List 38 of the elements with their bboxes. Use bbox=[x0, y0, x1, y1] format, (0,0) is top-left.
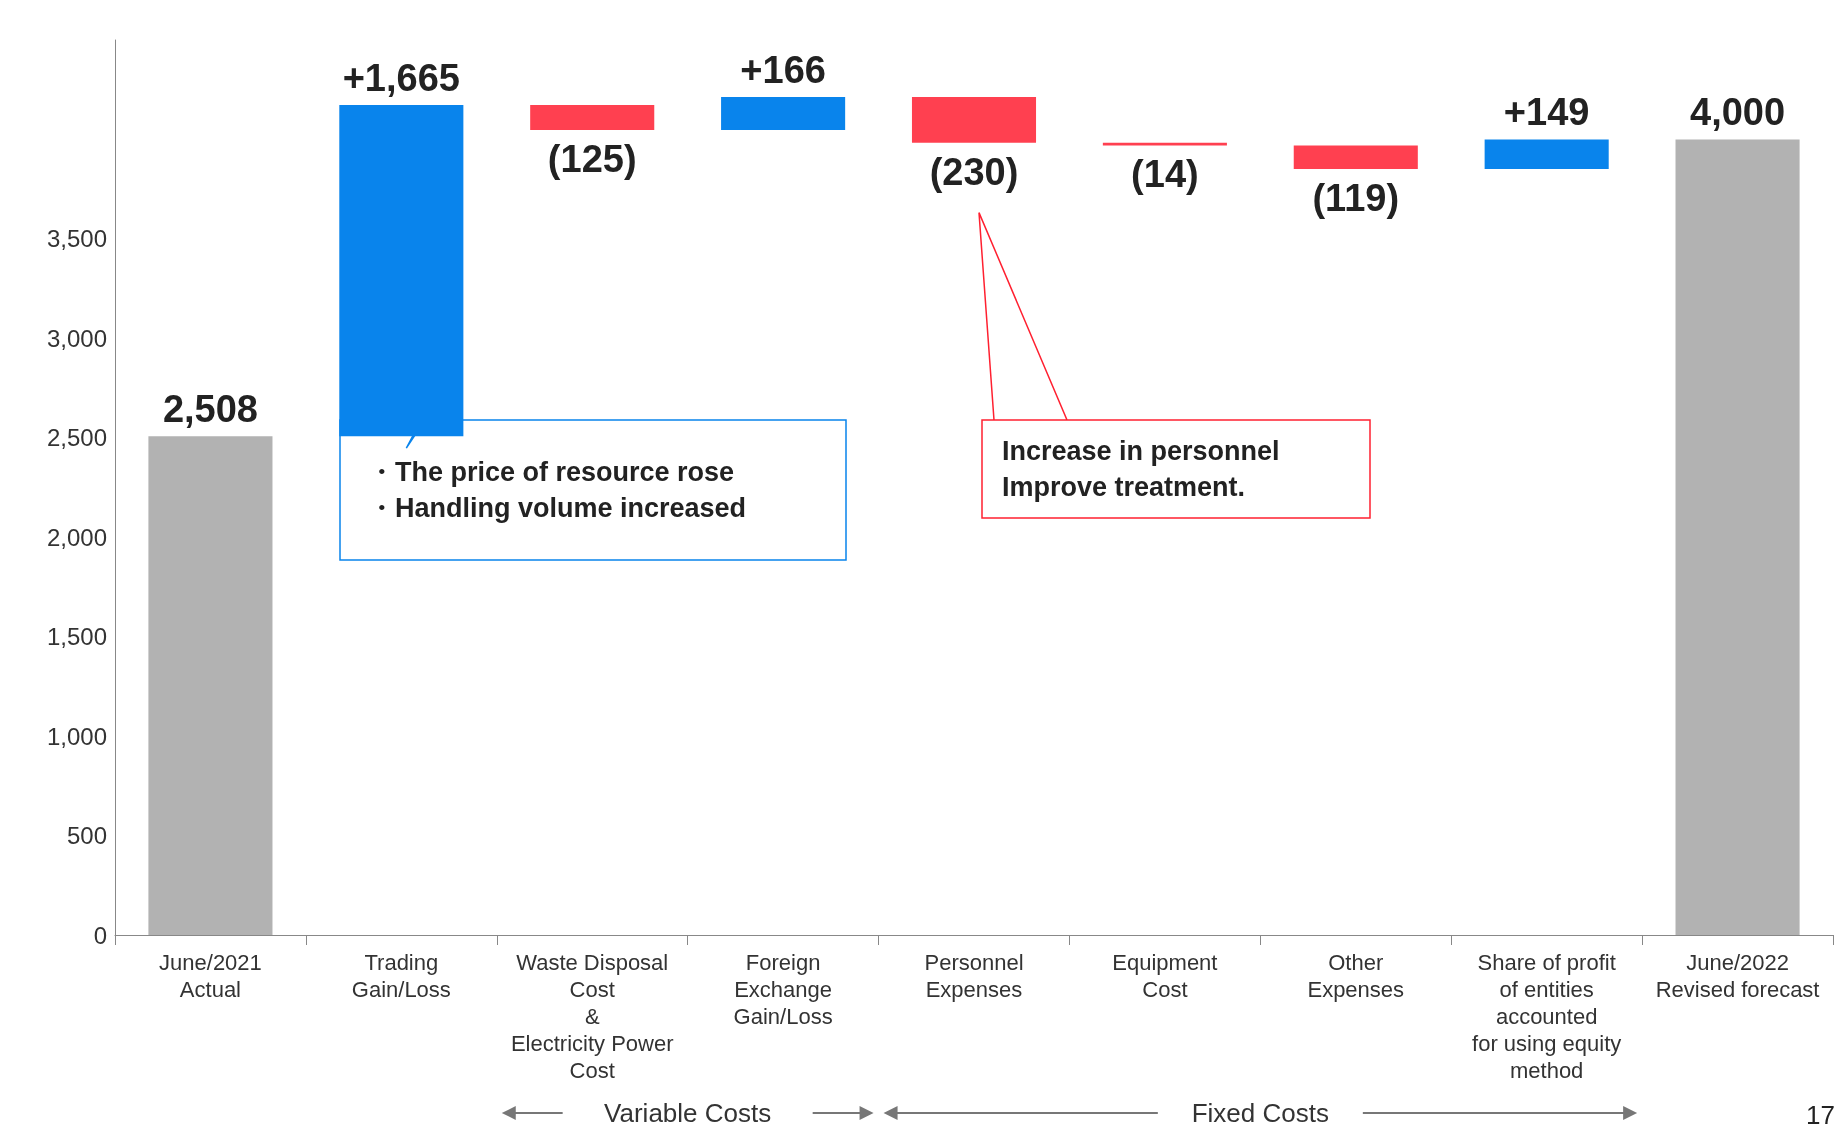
data-label: (230) bbox=[929, 150, 1019, 193]
data-label: +1,665 bbox=[342, 57, 460, 100]
data-label: (125) bbox=[547, 137, 637, 180]
x-tick-label: Equipment Cost bbox=[1112, 950, 1218, 1002]
y-tick-label: 2,000 bbox=[46, 523, 107, 551]
data-label: +166 bbox=[740, 48, 826, 91]
data-label: 4,000 bbox=[1690, 91, 1786, 134]
text: Fixed Costs bbox=[1191, 1098, 1329, 1128]
text: Variable Costs bbox=[604, 1098, 772, 1128]
x-tick-label: Foreign Exchange Gain/Loss bbox=[733, 950, 833, 1029]
x-tick-label: Waste Disposal Cost & Electricity Power Cost bbox=[510, 950, 674, 1083]
y-tick-label: 1,000 bbox=[46, 722, 107, 750]
bar bbox=[911, 96, 1037, 143]
y-tick-label: 0 bbox=[93, 921, 107, 949]
annotation: ・The price of resource rose ・Handling volume increased bbox=[368, 457, 747, 523]
x-tick-label: Other Expenses bbox=[1307, 950, 1405, 1002]
bar bbox=[148, 436, 273, 935]
data-label: (14) bbox=[1131, 153, 1199, 196]
bar bbox=[721, 96, 846, 130]
x-tick-label: Trading Gain/Loss bbox=[351, 950, 451, 1002]
y-tick-label: 2,500 bbox=[46, 424, 107, 452]
bar bbox=[1484, 139, 1609, 170]
x-tick-label: June/2021 Actual bbox=[159, 950, 262, 1002]
data-label: +149 bbox=[1503, 91, 1590, 134]
x-tick-label: Share of profit of entities accounted for using equity method bbox=[1472, 950, 1622, 1083]
y-tick-label: 3,000 bbox=[46, 324, 107, 352]
text: 17 bbox=[1806, 1100, 1835, 1130]
bar bbox=[1293, 145, 1418, 170]
data-label: (119) bbox=[1312, 177, 1400, 220]
x-tick-label: Personnel Expenses bbox=[924, 950, 1024, 1002]
x-tick-label: June/2022 Revised forecast bbox=[1655, 950, 1820, 1002]
annotation: Increase in personnel Improve treatment. bbox=[1002, 436, 1280, 502]
bar bbox=[1675, 139, 1800, 935]
data-label: 2,508 bbox=[162, 388, 258, 431]
y-tick-label: 1,500 bbox=[46, 623, 107, 651]
y-tick-label: 500 bbox=[66, 822, 107, 850]
bar bbox=[530, 105, 655, 130]
y-tick-label: 3,500 bbox=[46, 225, 107, 253]
